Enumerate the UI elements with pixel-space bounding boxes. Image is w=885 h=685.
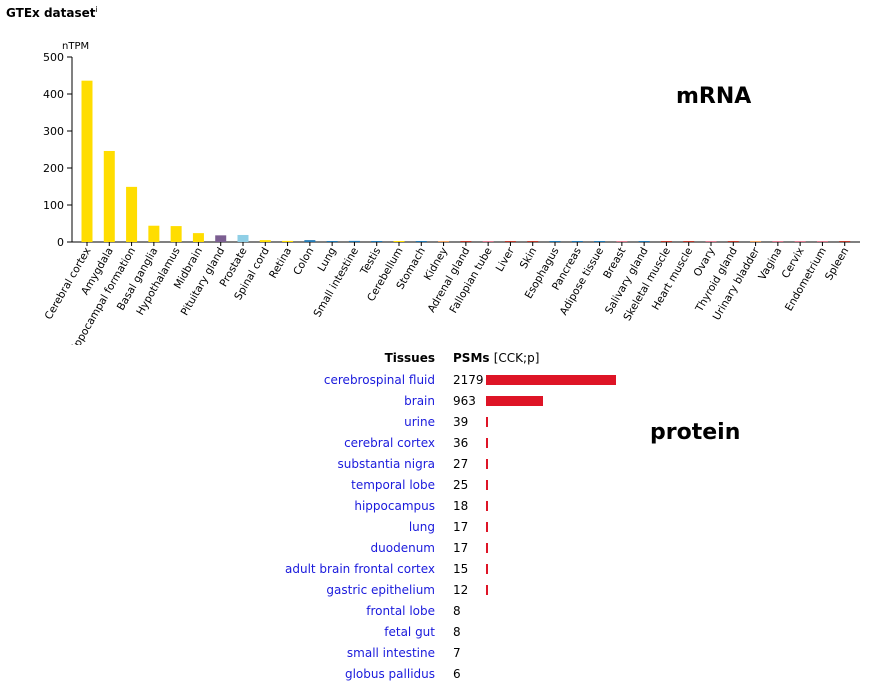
x-tick-label: Lung (316, 246, 339, 274)
psm-bar (486, 417, 488, 427)
psm-bar (486, 375, 616, 385)
bar[interactable] (103, 150, 115, 242)
bar[interactable] (638, 241, 650, 242)
bar[interactable] (148, 225, 160, 242)
x-tick-label: Retina (267, 246, 294, 281)
bar[interactable] (215, 235, 227, 242)
bar[interactable] (504, 241, 516, 242)
psm-value: 17 (453, 541, 469, 555)
mrna-panel-label: mRNA (676, 84, 752, 109)
psm-bar (486, 501, 488, 511)
tissue-link[interactable]: fetal gut (384, 625, 435, 639)
psm-bar (486, 396, 543, 406)
bar[interactable] (371, 241, 383, 242)
psm-bar (486, 438, 488, 448)
bar[interactable] (816, 241, 828, 242)
bar[interactable] (794, 241, 806, 242)
y-tick-label: 500 (43, 51, 64, 64)
tissue-link[interactable]: substantia nigra (337, 457, 435, 471)
bar[interactable] (348, 240, 360, 242)
psm-bar (486, 564, 488, 574)
psm-value: 8 (453, 604, 461, 618)
bar[interactable] (304, 240, 316, 242)
tissue-link[interactable]: small intestine (346, 646, 435, 660)
psm-bar (486, 459, 488, 469)
tissue-link[interactable]: gastric epithelium (326, 583, 435, 597)
tissue-link[interactable]: temporal lobe (351, 478, 435, 492)
protein-panel-label: protein (650, 420, 741, 445)
psm-value: 8 (453, 625, 461, 639)
psm-value: 963 (453, 394, 476, 408)
psm-bar (486, 585, 488, 595)
bar[interactable] (750, 241, 762, 242)
bar[interactable] (549, 241, 561, 242)
tissues-column-header: Tissues (384, 351, 435, 365)
bar[interactable] (282, 240, 294, 242)
psm-unit-label: [CCK;p] (493, 351, 540, 365)
bar[interactable] (482, 241, 494, 242)
y-axis-label: nTPM (62, 41, 89, 52)
tissue-link[interactable]: urine (404, 415, 435, 429)
x-tick-label: Liver (494, 245, 518, 274)
dataset-title-text: GTEx dataset (6, 6, 96, 20)
tissue-link[interactable]: cerebral cortex (344, 436, 435, 450)
tissue-link[interactable]: frontal lobe (366, 604, 435, 618)
y-tick-label: 0 (57, 236, 64, 249)
tissue-link[interactable]: hippocampus (354, 499, 435, 513)
psm-bar (486, 522, 488, 532)
bar[interactable] (839, 241, 851, 242)
psm-column-header: PSMs [CCK;p] (453, 351, 539, 365)
psm-value: 36 (453, 436, 469, 450)
y-tick-label: 400 (43, 88, 64, 101)
bar[interactable] (192, 233, 204, 242)
psm-value: 12 (453, 583, 469, 597)
info-icon[interactable]: i (95, 5, 98, 14)
psm-value: 7 (453, 646, 461, 660)
psm-value: 2179 (453, 373, 484, 387)
bar[interactable] (460, 241, 472, 242)
bar[interactable] (594, 241, 606, 242)
psm-value: 18 (453, 499, 469, 513)
psm-value: 27 (453, 457, 469, 471)
bar[interactable] (259, 240, 271, 242)
bar[interactable] (727, 241, 739, 242)
bar[interactable] (438, 241, 450, 242)
psm-value: 6 (453, 667, 461, 681)
psm-bar (486, 480, 488, 490)
bar[interactable] (326, 241, 338, 242)
dataset-title: GTEx dataseti (6, 5, 98, 20)
tissue-link[interactable]: cerebrospinal fluid (323, 373, 435, 387)
psm-value: 39 (453, 415, 469, 429)
bar[interactable] (237, 234, 249, 242)
bar[interactable] (81, 80, 93, 243)
bar[interactable] (683, 241, 695, 242)
x-tick-label: Skin (518, 246, 540, 271)
bar[interactable] (170, 226, 182, 242)
bar[interactable] (571, 241, 583, 242)
tissue-link[interactable]: duodenum (370, 541, 435, 555)
tissue-link[interactable]: globus pallidus (344, 667, 435, 681)
tissue-link[interactable]: lung (408, 520, 435, 534)
bar[interactable] (126, 186, 138, 242)
bar[interactable] (705, 241, 717, 242)
x-tick-label: Colon (291, 246, 316, 278)
psm-value: 25 (453, 478, 469, 492)
bar[interactable] (772, 241, 784, 242)
tissue-link[interactable]: brain (404, 394, 435, 408)
y-tick-label: 100 (43, 199, 64, 212)
psm-column-header-text: PSMs (453, 351, 490, 365)
x-tick-label: Small intestine (311, 246, 361, 320)
bar[interactable] (393, 241, 405, 242)
y-tick-label: 300 (43, 125, 64, 138)
bar[interactable] (415, 241, 427, 242)
y-tick-label: 200 (43, 162, 64, 175)
tissue-link[interactable]: adult brain frontal cortex (285, 562, 435, 576)
bar[interactable] (527, 241, 539, 242)
bar[interactable] (660, 241, 672, 242)
psm-value: 15 (453, 562, 469, 576)
psm-bar (486, 543, 488, 553)
bar[interactable] (616, 241, 628, 242)
psm-value: 17 (453, 520, 469, 534)
